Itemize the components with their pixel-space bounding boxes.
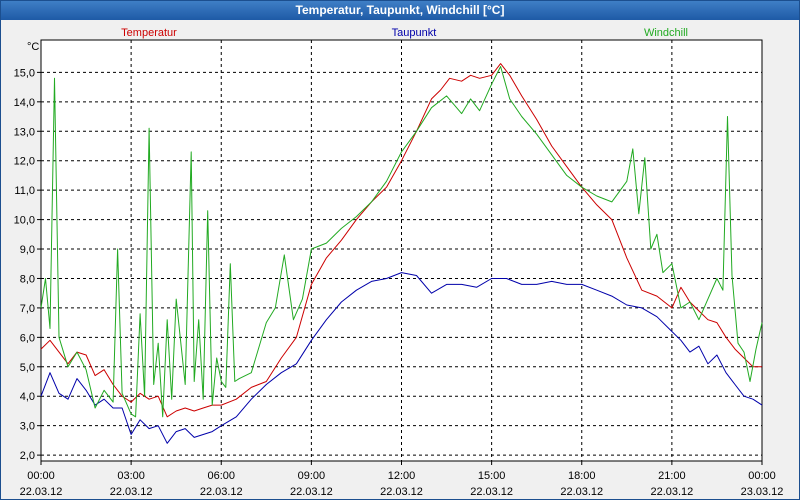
x-axis-ticks: 00:00 22.03.12 03:00 22.03.12 06:00 22.03.12 0… [20,461,784,498]
y-tick-label: 15,0 [14,67,35,79]
y-tick-label: 7,0 [20,303,35,315]
x-tick-time-label: 18:00 [568,470,596,482]
y-tick-label: 11,0 [14,185,35,197]
legend-entry-windchill: Windchill [644,27,688,39]
y-tick-label: 2,0 [20,450,35,462]
x-tick-time-label: 15:00 [478,470,506,482]
y-tick-label: 9,0 [20,244,35,256]
y-tick-label: 14,0 [14,97,35,109]
y-tick-label: 5,0 [20,362,35,374]
line-chart: 2,0 3,0 4,0 5,0 6,0 7,0 8,0 9,0 10,0 11,0 12,0 13,0… [14,27,784,498]
series-line-windchill [40,66,763,418]
series-lines [40,63,763,444]
x-tick-date-label: 22.03.12 [20,486,63,498]
y-tick-label: 4,0 [20,391,35,403]
x-tick-date-label: 22.03.12 [200,486,243,498]
x-tick-time-label: 09:00 [298,470,326,482]
series-line-temperatur [40,63,762,418]
y-tick-label: 3,0 [20,421,35,433]
x-tick-time-label: 06:00 [207,470,235,482]
y-axis-ticks: 2,0 3,0 4,0 5,0 6,0 7,0 8,0 9,0 10,0 11,0 12,0 13,0… [14,67,41,462]
legend-entry-taupunkt: Taupunkt [392,27,437,39]
y-tick-label: 12,0 [14,156,35,168]
y-tick-label: 13,0 [14,126,35,138]
x-tick-date-label: 22.03.12 [560,486,603,498]
x-tick-time-label: 03:00 [117,470,145,482]
y-axis-label: °C [27,41,39,53]
series-line-taupunkt [40,272,763,444]
x-tick-date-label: 22.03.12 [380,486,423,498]
x-tick-time-label: 21:00 [658,470,686,482]
x-tick-time-label: 12:00 [388,470,416,482]
x-tick-date-label: 22.03.12 [110,486,153,498]
x-tick-time-label: 00:00 [748,470,776,482]
x-tick-date-label: 22.03.12 [470,486,513,498]
y-tick-label: 6,0 [20,332,35,344]
y-tick-label: 10,0 [14,215,35,227]
legend: Temperatur Taupunkt Windchill [121,27,688,39]
x-tick-date-label: 22.03.12 [650,486,693,498]
x-tick-date-label: 23.03.12 [741,486,784,498]
x-tick-date-label: 22.03.12 [290,486,333,498]
y-tick-label: 8,0 [20,273,35,285]
legend-entry-temperatur: Temperatur [121,27,177,39]
window-title: Temperatur, Taupunkt, Windchill [°C] [1,1,799,20]
x-tick-time-label: 00:00 [27,470,55,482]
